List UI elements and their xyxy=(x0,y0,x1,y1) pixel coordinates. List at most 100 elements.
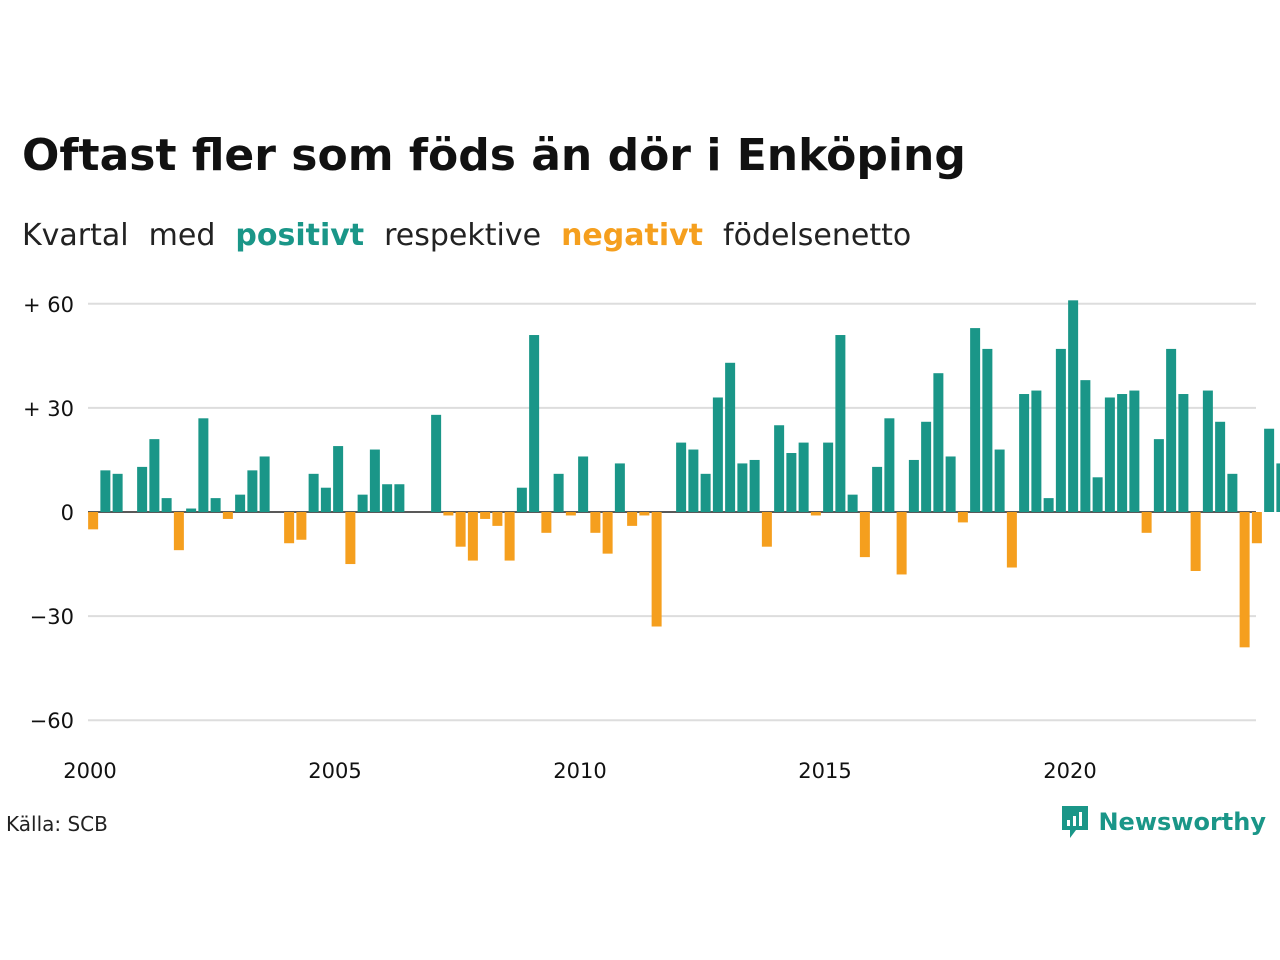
bar xyxy=(1251,512,1262,544)
bar xyxy=(1104,397,1115,512)
bar xyxy=(627,512,638,526)
bar xyxy=(982,348,993,512)
bar xyxy=(578,456,589,512)
bar xyxy=(1227,473,1238,512)
bar xyxy=(504,512,515,561)
bar-chart: + 60 + 30 0 −30 −60 2000 2005 2010 2015 2020 xyxy=(23,293,1280,783)
bar xyxy=(1043,498,1054,512)
bar xyxy=(810,512,821,516)
bar xyxy=(884,418,895,512)
bar xyxy=(308,473,319,512)
bar xyxy=(1190,512,1201,571)
bar xyxy=(1276,463,1280,512)
subtitle-word: födelsenetto xyxy=(723,218,912,253)
x-tick-label: 2010 xyxy=(553,759,606,783)
bar xyxy=(149,439,160,512)
bar xyxy=(786,453,797,512)
brand-logo: Newsworthy xyxy=(1060,804,1266,840)
bar xyxy=(1264,428,1275,512)
bar xyxy=(1068,300,1079,512)
bar xyxy=(908,459,919,512)
bar xyxy=(541,512,552,533)
bar xyxy=(333,446,344,512)
newsworthy-logo-icon xyxy=(1062,806,1089,838)
bar xyxy=(994,449,1005,512)
bar xyxy=(639,512,650,516)
bar xyxy=(1215,421,1226,512)
bar xyxy=(186,508,197,512)
bar xyxy=(1166,348,1177,512)
bar xyxy=(1129,390,1140,512)
bar xyxy=(553,473,564,512)
chart-subtitle: Kvartal med positivt respektive negativt föde… xyxy=(22,218,931,253)
bar xyxy=(859,512,870,558)
bar xyxy=(198,418,209,512)
bar xyxy=(1141,512,1152,533)
bar xyxy=(1019,394,1030,512)
source-note: Källa: SCB xyxy=(6,812,108,836)
bar xyxy=(284,512,295,544)
bar xyxy=(565,512,576,516)
bar xyxy=(516,487,527,512)
bar xyxy=(100,470,111,512)
bar xyxy=(651,512,662,627)
bar xyxy=(222,512,233,519)
bar xyxy=(823,442,834,512)
y-tick-label: + 30 xyxy=(23,397,74,421)
bar xyxy=(492,512,503,526)
bar xyxy=(725,362,736,512)
bar xyxy=(921,421,932,512)
bar xyxy=(443,512,454,516)
chart-title: Oftast fler som föds än dör i Enköping xyxy=(22,130,966,181)
bar xyxy=(259,456,270,512)
bar xyxy=(455,512,466,547)
bar xyxy=(296,512,307,540)
bar xyxy=(161,498,172,512)
bar xyxy=(761,512,772,547)
bar xyxy=(467,512,478,561)
bar xyxy=(590,512,601,533)
bar xyxy=(1178,394,1189,512)
y-tick-label: −60 xyxy=(30,709,74,733)
y-tick-label: + 60 xyxy=(23,293,74,317)
bar xyxy=(1031,390,1042,512)
bar xyxy=(137,466,148,512)
bar xyxy=(210,498,221,512)
bar xyxy=(247,470,258,512)
bar xyxy=(431,414,442,512)
brand-name: Newsworthy xyxy=(1098,808,1266,836)
bar xyxy=(1080,380,1091,512)
subtitle-word: med xyxy=(148,218,216,253)
bar xyxy=(933,373,944,512)
bar xyxy=(676,442,687,512)
bar xyxy=(394,484,405,512)
bar xyxy=(1092,477,1103,512)
bar xyxy=(480,512,491,519)
subtitle-positive: positivt xyxy=(235,218,365,253)
bar xyxy=(700,473,711,512)
bar xyxy=(173,512,184,551)
bar xyxy=(369,449,380,512)
x-tick-label: 2020 xyxy=(1043,759,1096,783)
subtitle-negative: negativt xyxy=(561,218,704,253)
bar xyxy=(945,456,956,512)
bar xyxy=(798,442,809,512)
bar xyxy=(345,512,356,565)
bar xyxy=(382,484,393,512)
x-tick-label: 2015 xyxy=(798,759,851,783)
bar xyxy=(112,473,123,512)
bar xyxy=(1117,394,1128,512)
bar xyxy=(1153,439,1164,512)
bar xyxy=(872,466,883,512)
bar xyxy=(614,463,625,512)
subtitle-word: respektive xyxy=(384,218,542,253)
bar xyxy=(688,449,699,512)
bar xyxy=(970,328,981,512)
y-tick-label: −30 xyxy=(30,605,74,629)
bar xyxy=(1055,348,1066,512)
bar xyxy=(749,459,760,512)
bar xyxy=(957,512,968,523)
bar xyxy=(1202,390,1213,512)
bar xyxy=(88,512,99,530)
bar xyxy=(1006,512,1017,568)
